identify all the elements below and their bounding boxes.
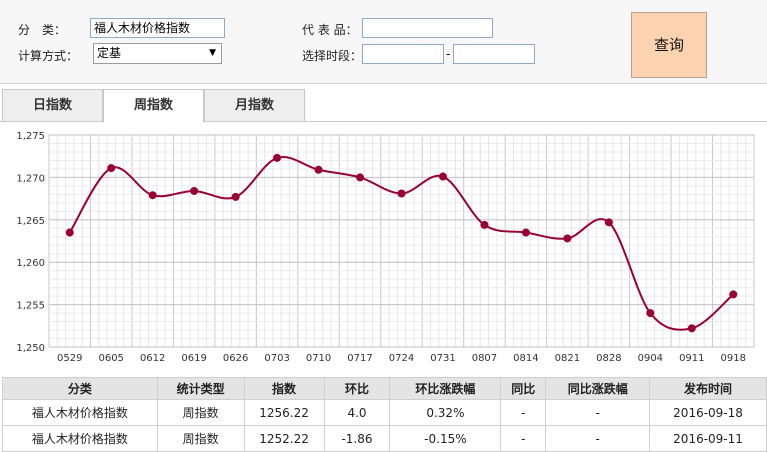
header-stat-type: 统计类型	[156, 377, 245, 400]
tab-monthly-index[interactable]: 月指数	[204, 89, 305, 122]
representative-label: 代 表 品：	[302, 23, 358, 37]
x-tick-label: 0703	[264, 353, 289, 364]
cell-stat-type: 周指数	[156, 399, 245, 426]
table-header-row: 分类 统计类型 指数 环比 环比涨跌幅 同比 同比涨跌幅 发布时间	[2, 377, 767, 400]
x-tick-label: 0717	[347, 353, 372, 364]
calc-method-select[interactable]: 定基 ▼	[93, 43, 222, 64]
x-tick-label: 0626	[223, 353, 248, 364]
query-button[interactable]: 查询	[631, 12, 707, 78]
cell-yoy: -	[500, 399, 547, 426]
x-tick-label: 0918	[721, 353, 746, 364]
y-tick-label: 1,250	[16, 343, 45, 354]
period-label: 选择时段：	[302, 49, 363, 63]
plot-area	[48, 134, 755, 348]
cell-publish-date: 2016-09-11	[649, 425, 767, 452]
x-tick-label: 0904	[638, 353, 663, 364]
index-chart: 1,250 1,255 1,260 1,265 1,270 1,275 0529 0605 06…	[0, 122, 767, 372]
header-mom-pct: 环比涨跌幅	[389, 377, 502, 400]
calc-method-label: 计算方式：	[18, 49, 79, 63]
header-publish-date: 发布时间	[649, 377, 767, 400]
cell-yoy-pct: -	[545, 399, 651, 426]
cell-mom: 4.0	[323, 399, 391, 426]
representative-input[interactable]	[362, 18, 493, 38]
period-separator: -	[446, 47, 451, 61]
chevron-down-icon: ▼	[209, 48, 216, 58]
category-input[interactable]: 福人木材价格指数	[90, 18, 225, 38]
data-point	[148, 191, 157, 200]
y-tick-label: 1,275	[16, 131, 45, 142]
x-tick-label: 0807	[472, 353, 497, 364]
data-point	[356, 173, 365, 182]
data-point	[107, 164, 116, 173]
data-point	[604, 218, 613, 227]
data-point	[729, 290, 738, 299]
x-tick-label: 0724	[389, 353, 414, 364]
header-category: 分类	[2, 377, 158, 400]
y-tick-label: 1,255	[16, 301, 45, 312]
data-point	[273, 153, 282, 162]
search-form: 分 类： 福人木材价格指数 计算方式： 定基 ▼ 代 表 品： 选择时段： - …	[0, 0, 767, 84]
y-tick-label: 1,260	[16, 258, 45, 269]
data-point	[65, 228, 74, 237]
cell-index: 1256.22	[243, 399, 325, 426]
cell-yoy-pct: -	[545, 425, 651, 452]
data-point	[646, 309, 655, 318]
cell-mom-pct: 0.32%	[389, 399, 502, 426]
data-point	[687, 324, 696, 333]
cell-category: 福人木材价格指数	[2, 399, 158, 426]
header-yoy-pct: 同比涨跌幅	[545, 377, 651, 400]
x-tick-label: 0814	[513, 353, 538, 364]
data-point	[563, 234, 572, 243]
x-tick-label: 0821	[555, 353, 580, 364]
category-label: 分 类：	[18, 23, 67, 37]
data-point	[231, 192, 240, 201]
table-row: 福人木材价格指数 周指数 1252.22 -1.86 -0.15% - - 20…	[2, 425, 767, 452]
header-yoy: 同比	[500, 377, 547, 400]
tab-daily-index[interactable]: 日指数	[2, 89, 103, 122]
y-tick-label: 1,270	[16, 173, 45, 184]
data-point	[480, 220, 489, 229]
period-start-input[interactable]	[362, 44, 444, 64]
cell-mom: -1.86	[323, 425, 391, 452]
x-tick-label: 0911	[679, 353, 704, 364]
data-point	[438, 172, 447, 181]
data-point	[190, 186, 199, 195]
data-point	[397, 189, 406, 198]
x-tick-label: 0529	[57, 353, 82, 364]
y-tick-label: 1,265	[16, 216, 45, 227]
calc-method-value: 定基	[97, 46, 122, 60]
x-tick-label: 0731	[430, 353, 455, 364]
cell-stat-type: 周指数	[156, 425, 245, 452]
table-row: 福人木材价格指数 周指数 1256.22 4.0 0.32% - - 2016-…	[2, 399, 767, 426]
index-line-chart: 1,250 1,255 1,260 1,265 1,270 1,275 0529 0605 06…	[16, 131, 755, 364]
header-mom: 环比	[323, 377, 391, 400]
x-tick-label: 0612	[140, 353, 165, 364]
index-table: 分类 统计类型 指数 环比 环比涨跌幅 同比 同比涨跌幅 发布时间 福人木材价格…	[2, 377, 767, 452]
tab-bar: 日指数 周指数 月指数	[0, 88, 767, 123]
cell-category: 福人木材价格指数	[2, 425, 158, 452]
cell-publish-date: 2016-09-18	[649, 399, 767, 426]
data-point	[521, 228, 530, 237]
cell-index: 1252.22	[243, 425, 325, 452]
tab-weekly-index[interactable]: 周指数	[103, 89, 204, 123]
cell-yoy: -	[500, 425, 547, 452]
x-tick-label: 0828	[596, 353, 621, 364]
header-index: 指数	[243, 377, 325, 400]
x-tick-label: 0605	[98, 353, 123, 364]
x-tick-label: 0710	[306, 353, 331, 364]
x-tick-label: 0619	[181, 353, 206, 364]
data-point	[314, 165, 323, 174]
cell-mom-pct: -0.15%	[389, 425, 502, 452]
period-end-input[interactable]	[453, 44, 535, 64]
